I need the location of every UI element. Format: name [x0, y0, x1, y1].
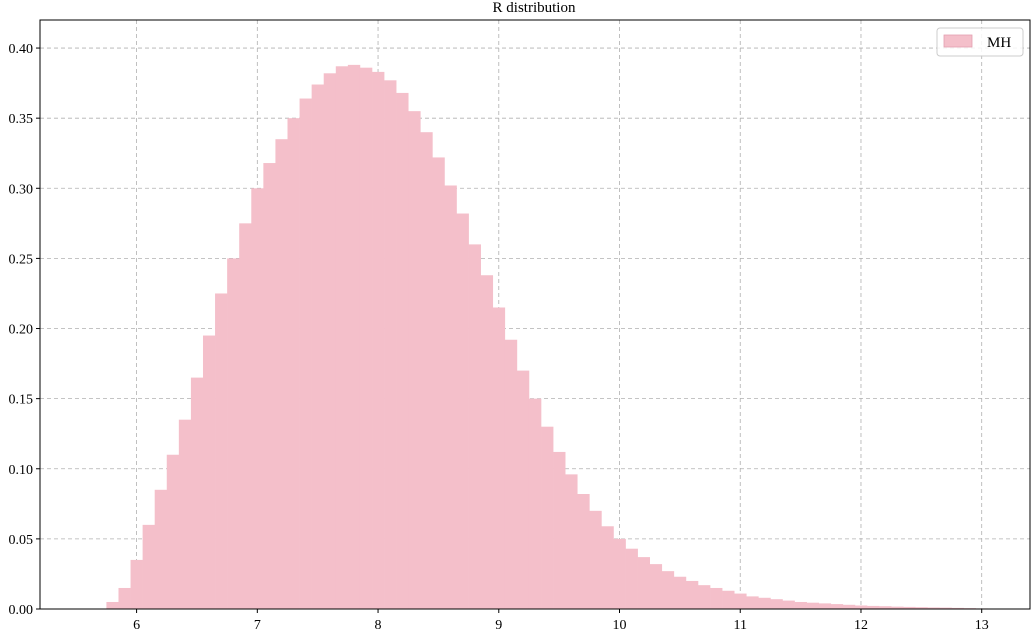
legend: MH: [936, 27, 1024, 57]
histogram-bar: [927, 607, 940, 609]
histogram-bar: [734, 593, 747, 609]
histogram-bar: [649, 564, 663, 609]
histogram-bar: [842, 604, 856, 609]
histogram-bar: [613, 538, 626, 609]
histogram-bar: [758, 597, 771, 609]
x-tick-label: 12: [854, 618, 868, 631]
x-tick-label: 10: [613, 618, 627, 631]
histogram-bar: [492, 307, 506, 609]
histogram-bar: [106, 601, 119, 609]
histogram-bar: [541, 426, 554, 609]
histogram-bar: [794, 601, 807, 609]
histogram-bar: [637, 557, 650, 609]
histogram-bar: [335, 66, 349, 610]
histogram-bar: [589, 510, 602, 609]
histogram-bar: [830, 604, 844, 609]
histogram-bar: [178, 419, 192, 609]
x-tick-label: 13: [975, 618, 989, 631]
legend-swatch: [943, 34, 973, 48]
histogram-bar: [359, 67, 373, 609]
histogram-bar: [601, 526, 614, 609]
histogram-bar: [408, 111, 421, 610]
histogram-bar: [625, 548, 638, 609]
histogram-bar: [867, 605, 880, 609]
histogram-bar: [746, 596, 759, 609]
histogram-bar: [673, 576, 687, 609]
histogram-bar: [661, 571, 675, 609]
histogram-bar: [287, 118, 300, 610]
y-tick-label: 0.20: [9, 323, 34, 338]
histogram-bar: [722, 590, 735, 609]
histogram-bar: [263, 163, 276, 610]
histogram-bar: [951, 607, 964, 609]
histogram-bar: [915, 607, 928, 609]
histogram-bar: [806, 602, 820, 609]
x-tick-label: 7: [254, 618, 261, 631]
x-tick-label: 8: [375, 618, 382, 631]
y-tick-label: 0.00: [9, 603, 34, 618]
histogram-bar: [854, 605, 868, 609]
histogram-bar: [456, 213, 469, 609]
histogram-bar: [891, 606, 904, 609]
histogram-bar: [903, 606, 916, 609]
histogram-bar: [818, 603, 832, 609]
legend-label-mh: MH: [987, 35, 1011, 51]
histogram-bar: [323, 73, 337, 610]
plot-frame: [39, 19, 1031, 610]
histogram-bar: [770, 599, 783, 609]
histogram-bar: [553, 451, 566, 609]
axes: 6 7 8 9 10 11 12 13 0.00 0.05 0.10 0.15 0.20 0.25 0.30…: [9, 19, 1031, 633]
y-tick-label: 0.25: [9, 252, 34, 267]
y-tick-label: 0.05: [9, 533, 34, 548]
histogram-bar: [782, 600, 795, 609]
histogram-bar: [879, 606, 892, 609]
y-tick-label: 0.40: [9, 42, 34, 57]
y-tick-label: 0.15: [9, 393, 34, 408]
histogram-bar: [444, 185, 457, 609]
histogram-bar: [215, 293, 228, 609]
histogram-bar: [154, 489, 168, 609]
histogram-bar: [480, 275, 494, 609]
histogram-bar: [939, 607, 952, 609]
histogram-bar: [697, 585, 711, 609]
histogram-bar: [528, 398, 542, 609]
histogram-bar: [142, 524, 155, 609]
histogram-bar: [396, 92, 409, 609]
histogram-bar: [565, 474, 578, 609]
histogram-bar: [432, 157, 445, 609]
x-tick-label: 9: [495, 618, 502, 631]
bars: [106, 64, 989, 610]
histogram-bar: [372, 71, 385, 610]
histogram-bar: [227, 258, 240, 609]
histogram-bar: [311, 84, 325, 609]
histogram-bar: [504, 339, 518, 609]
histogram-bar: [468, 244, 481, 609]
histogram-bar: [384, 80, 397, 610]
y-tick-label: 0.10: [9, 463, 34, 478]
histogram-bar: [118, 587, 131, 609]
histogram-bar: [130, 559, 143, 609]
histogram-bar: [166, 454, 180, 609]
x-tick-label: 11: [734, 618, 747, 631]
histogram-bar: [577, 494, 590, 609]
y-tick-label: 0.30: [9, 182, 34, 197]
chart-title: R distribution: [493, 0, 576, 16]
histogram-bar: [299, 98, 312, 610]
x-tick-label: 6: [133, 618, 140, 631]
histogram-bar: [190, 377, 204, 609]
histogram-bar: [710, 587, 723, 609]
y-tick-label: 0.35: [9, 112, 34, 127]
histogram-bar: [239, 223, 252, 609]
histogram-bar: [516, 370, 530, 609]
histogram-bar: [685, 580, 699, 609]
histogram-bar: [347, 64, 361, 609]
histogram-bar: [202, 335, 216, 609]
histogram-bar: [251, 188, 264, 610]
histogram-bar: [275, 139, 288, 609]
histogram-bar: [420, 132, 433, 609]
